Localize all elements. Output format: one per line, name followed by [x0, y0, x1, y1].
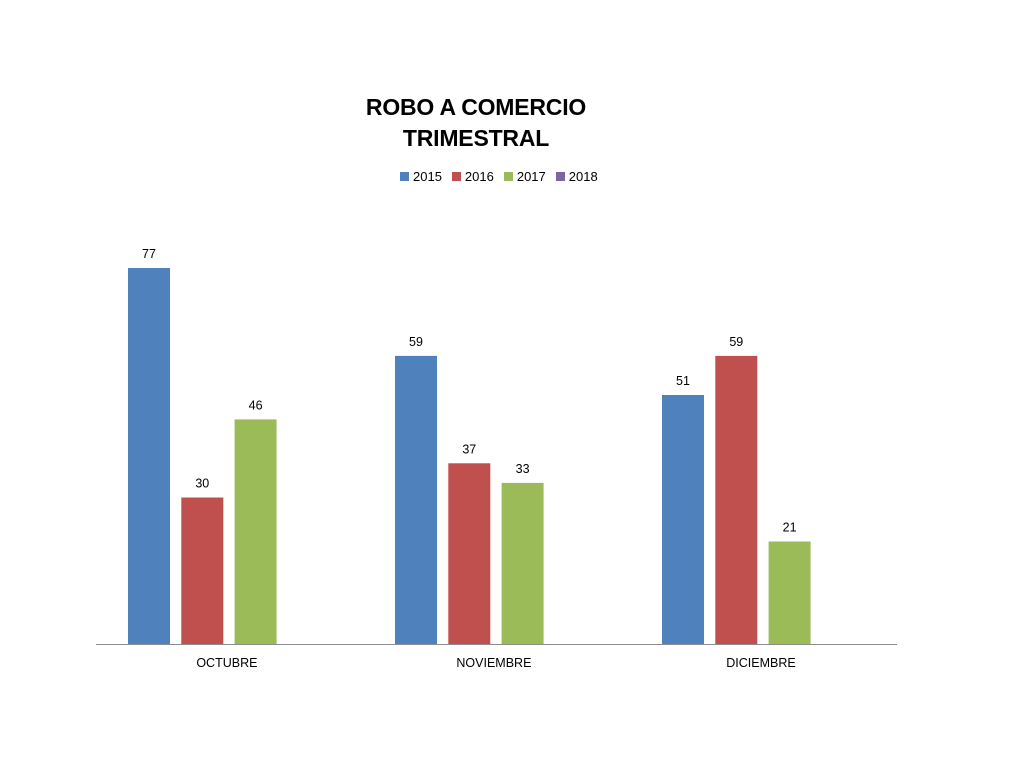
category-labels-group: OCTUBRE NOVIEMBRE DICIEMBRE [196, 656, 795, 670]
legend-label-2018: 2018 [568, 168, 598, 184]
data-label-2017-noviembre: 33 [516, 462, 530, 476]
bar-2015-diciembre [662, 395, 704, 644]
data-label-2016-noviembre: 37 [462, 442, 476, 456]
legend-swatch-2015 [400, 171, 409, 181]
data-label-2017-octubre: 46 [249, 398, 263, 412]
data-label-2015-octubre: 77 [142, 247, 156, 261]
bar-2016-diciembre [715, 355, 758, 644]
x-tick-label-diciembre: DICIEMBRE [726, 656, 795, 670]
legend-swatch-2018 [555, 171, 565, 181]
data-label-2017-diciembre: 21 [783, 521, 797, 535]
chart-legend: 2015 2016 2017 2018 [400, 168, 608, 184]
legend-swatch-2016 [451, 171, 461, 181]
bar-2017-noviembre [501, 482, 544, 644]
chart-title: ROBO A COMERCIO TRIMESTRAL [276, 92, 676, 154]
legend-item-2017: 2017 [503, 168, 546, 184]
legend-label-2017: 2017 [516, 168, 546, 184]
legend-label-2015: 2015 [413, 168, 442, 184]
data-label-2015-diciembre: 51 [676, 374, 690, 388]
value-labels-group: 77 30 46 59 37 33 51 59 21 [142, 247, 797, 535]
legend-item-2018: 2018 [555, 168, 598, 184]
bar-2015-noviembre [395, 355, 437, 644]
bar-2017-diciembre [768, 541, 811, 644]
data-label-2016-octubre: 30 [195, 477, 209, 491]
bar-2016-octubre [181, 497, 224, 644]
data-label-2016-diciembre: 59 [729, 335, 743, 349]
bars-group [128, 268, 811, 644]
bar-2016-noviembre [448, 463, 491, 644]
chart-title-line-2: TRIMESTRAL [402, 125, 550, 151]
legend-label-2016: 2016 [464, 168, 494, 184]
legend-swatch-2017 [503, 171, 513, 181]
legend-item-2016: 2016 [451, 168, 494, 184]
bar-2017-octubre [234, 419, 277, 644]
x-tick-label-noviembre: NOVIEMBRE [456, 656, 531, 670]
x-tick-label-octubre: OCTUBRE [196, 656, 257, 670]
chart-title-line-1: ROBO A COMERCIO [365, 94, 587, 120]
legend-item-2015: 2015 [400, 169, 442, 184]
data-label-2015-noviembre: 59 [409, 335, 423, 349]
bar-2015-octubre [128, 268, 170, 644]
